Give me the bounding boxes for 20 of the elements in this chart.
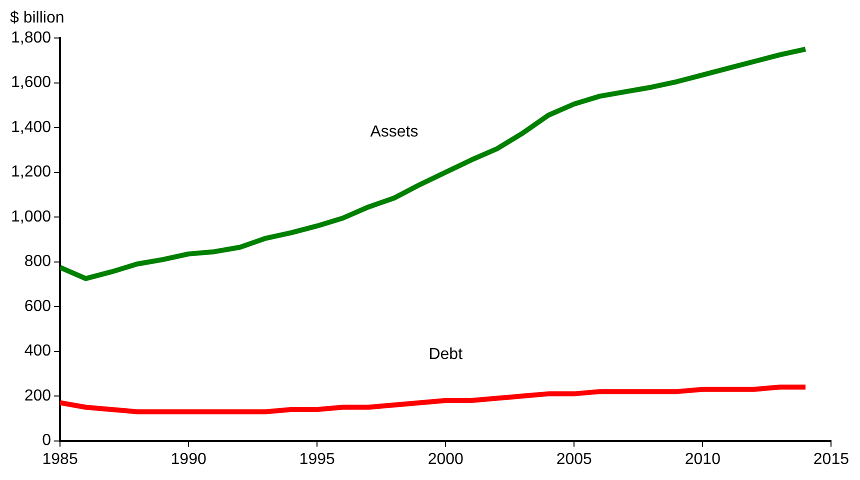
y-tick-label: 1,200 bbox=[10, 164, 52, 181]
x-tick-label: 2005 bbox=[556, 450, 592, 468]
y-tick-label: 1,000 bbox=[10, 208, 52, 226]
x-tick-label: 2000 bbox=[428, 450, 464, 468]
y-tick-label: 600 bbox=[24, 298, 52, 315]
y-tick-label: 1,600 bbox=[10, 74, 52, 92]
y-tick-label: 1,400 bbox=[10, 118, 52, 136]
y-tick-label: 0 bbox=[42, 432, 52, 450]
y-tick-label: 200 bbox=[24, 387, 52, 404]
x-tick-label: 1990 bbox=[170, 450, 206, 468]
x-tick-label: 1995 bbox=[299, 450, 335, 468]
y-tick-label: 1,800 bbox=[10, 29, 52, 46]
text: Debt bbox=[428, 346, 464, 363]
y-tick-label: 400 bbox=[24, 342, 52, 360]
text: Assets bbox=[370, 123, 418, 140]
x-tick-label: 2010 bbox=[684, 450, 721, 468]
x-tick-label: 1985 bbox=[42, 450, 78, 468]
x-tick-label: 2015 bbox=[813, 450, 850, 468]
y-axis-title: $ billion bbox=[10, 9, 64, 26]
y-tick-label: 800 bbox=[24, 253, 52, 270]
